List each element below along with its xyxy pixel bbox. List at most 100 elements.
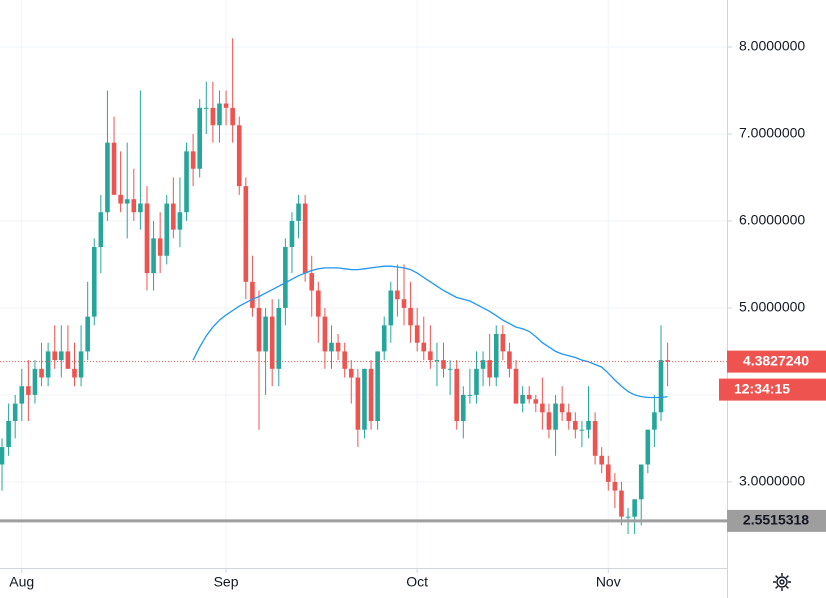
candle-body xyxy=(638,464,644,500)
candle-body xyxy=(45,351,51,378)
price-label: 4.3827240 xyxy=(743,352,809,368)
candle-body xyxy=(461,394,466,421)
candle-body xyxy=(151,238,156,274)
candle-body xyxy=(665,360,670,362)
candle-body xyxy=(375,351,380,421)
candle-body xyxy=(619,490,624,517)
candle-body xyxy=(434,360,440,362)
candle-body xyxy=(39,368,44,378)
labels: 3.00000004.00000005.00000006.00000007.00… xyxy=(9,38,826,590)
gear-hub xyxy=(779,579,785,585)
candle-body xyxy=(78,351,84,378)
candle-body xyxy=(652,412,657,430)
candle-body xyxy=(296,203,301,221)
candle-body xyxy=(52,351,58,361)
candle-body xyxy=(381,325,387,352)
gear-ring xyxy=(776,576,788,588)
candle-body xyxy=(269,316,275,369)
candle-body xyxy=(414,325,420,343)
candle-body xyxy=(124,199,130,204)
candle-body xyxy=(612,481,618,491)
candle-body xyxy=(98,212,104,248)
candle-body xyxy=(131,199,137,213)
candle-body xyxy=(559,403,565,413)
candle-body xyxy=(276,307,282,369)
gear-teeth xyxy=(773,573,791,591)
candle-body xyxy=(243,186,249,282)
candle-body xyxy=(138,203,143,213)
candle-body xyxy=(203,107,209,109)
x-tick-label: Oct xyxy=(406,574,428,590)
candle-body xyxy=(171,203,176,230)
candle-body xyxy=(526,394,532,400)
candle-body xyxy=(111,142,117,195)
candle-body xyxy=(72,368,77,378)
candle-body xyxy=(65,351,71,369)
y-tick-label: 8.0000000 xyxy=(739,38,805,54)
y-tick-label: 5.0000000 xyxy=(739,299,805,315)
candle-body xyxy=(520,394,525,404)
candle-body xyxy=(59,351,64,361)
y-tick-label: 3.0000000 xyxy=(739,473,805,489)
candle-body xyxy=(388,290,394,326)
candle-body xyxy=(401,299,407,308)
candle-body xyxy=(223,103,229,108)
candle-body xyxy=(329,342,334,352)
candle-body xyxy=(592,420,598,456)
candle-body xyxy=(566,412,572,421)
candle-body xyxy=(441,360,446,369)
candle-body xyxy=(6,420,11,448)
candle-body xyxy=(26,386,31,395)
candle-body xyxy=(0,447,5,465)
candle-body xyxy=(540,403,545,413)
candle-body xyxy=(184,151,189,213)
candle-body xyxy=(467,394,473,396)
candle-body xyxy=(493,334,499,378)
candle-body xyxy=(335,342,341,352)
candle-body xyxy=(500,334,506,352)
countdown-label: 12:34:15 xyxy=(734,380,790,396)
settings-icon[interactable] xyxy=(773,573,791,591)
candle-body xyxy=(625,516,631,518)
candle-body xyxy=(197,107,202,169)
candle-body xyxy=(190,151,196,169)
candle-body xyxy=(144,203,150,274)
candle-body xyxy=(105,142,110,213)
plot xyxy=(0,38,727,535)
candle-body xyxy=(236,125,242,187)
candle-body xyxy=(362,368,367,430)
candle-body xyxy=(553,403,558,430)
candle-body xyxy=(645,429,651,465)
countdown-box xyxy=(719,378,826,401)
candle-body xyxy=(507,351,512,369)
candle-body xyxy=(157,238,163,256)
grid xyxy=(0,0,732,573)
candle-body xyxy=(12,403,18,421)
candle-body xyxy=(513,368,519,404)
candle-body xyxy=(599,455,604,465)
x-tick-label: Nov xyxy=(596,574,621,590)
candle-body xyxy=(573,420,578,430)
candle-body xyxy=(355,377,361,430)
candle-body xyxy=(85,316,90,352)
candle-body xyxy=(480,360,486,369)
candle-body xyxy=(586,420,591,430)
candle-body xyxy=(368,368,374,421)
candle-body xyxy=(474,368,479,395)
candle-body xyxy=(91,247,97,317)
candle-body xyxy=(454,368,460,421)
candle-body xyxy=(19,386,25,404)
price-label: 2.5515318 xyxy=(743,512,809,528)
candle-body xyxy=(250,281,255,308)
price-label-box xyxy=(727,509,826,532)
candle-body xyxy=(447,368,453,370)
candle-body xyxy=(322,316,328,352)
candle-body xyxy=(487,360,492,378)
candle-body xyxy=(533,399,539,404)
candle-body xyxy=(283,247,288,308)
candle-body xyxy=(256,307,262,352)
y-tick-label: 6.0000000 xyxy=(739,212,805,228)
candle-body xyxy=(605,464,611,482)
candle-body xyxy=(546,412,552,430)
